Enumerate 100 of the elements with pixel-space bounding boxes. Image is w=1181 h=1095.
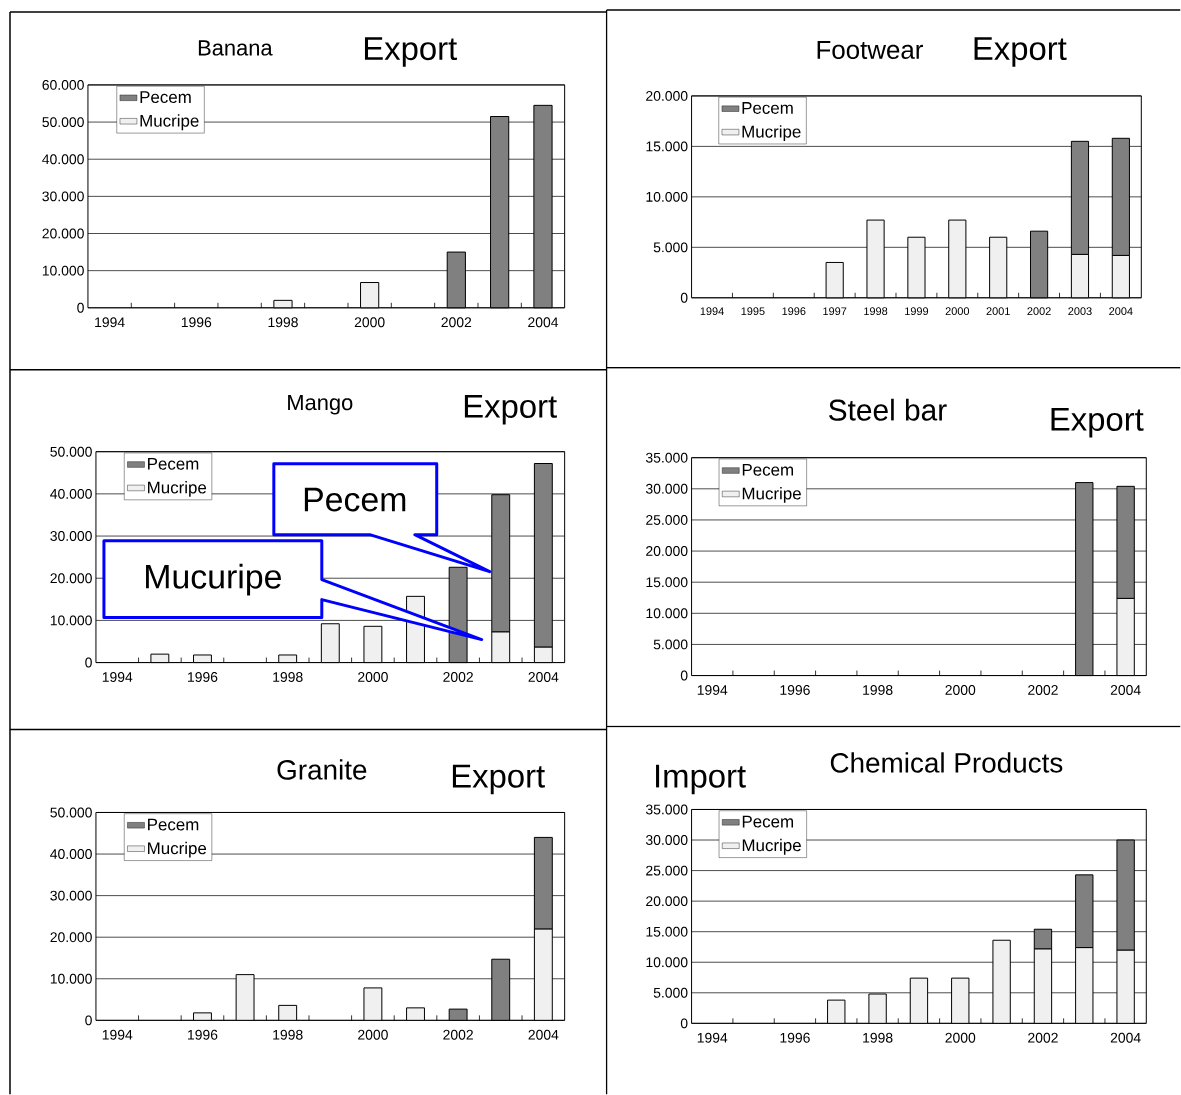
y-tick-label: 60.000 [42, 79, 84, 90]
y-tick-label: 10.000 [646, 191, 688, 202]
y-tick-label: 20.000 [646, 896, 688, 907]
y-tick-label: 30.000 [42, 191, 84, 202]
chart-title: Steel bar [829, 398, 947, 421]
annotation: Pecem [304, 487, 406, 512]
x-tick-label: 1998 [863, 685, 893, 695]
x-tick-label: 1994 [697, 1032, 728, 1043]
chart-subtitle: Export [364, 37, 457, 67]
x-tick-label: 2002 [1028, 685, 1058, 695]
y-tick-label: 10.000 [42, 265, 84, 276]
legend-label: Pecem [742, 815, 794, 828]
chart-subtitle: Import [656, 764, 746, 795]
x-tick-label: 1998 [863, 1032, 893, 1043]
chart-title: Granite [277, 759, 367, 780]
y-tick-label: 15.000 [646, 926, 688, 937]
x-tick-label: 2001 [986, 307, 1010, 316]
x-tick-label: 1996 [782, 307, 806, 316]
x-tick-label: 2002 [443, 1029, 473, 1040]
x-tick-label: 1998 [273, 672, 303, 682]
x-tick-label: 2004 [528, 672, 559, 682]
x-tick-label: 1998 [273, 1029, 303, 1040]
annotation: Mucuripe [146, 563, 281, 596]
x-tick-label: 2003 [1068, 307, 1092, 316]
y-tick-label: 50.000 [50, 446, 92, 457]
chart-subtitle: Export [974, 37, 1067, 67]
y-tick-label: 30.000 [50, 890, 92, 901]
y-tick-label: 5.000 [653, 242, 688, 253]
x-tick-label: 1995 [741, 307, 765, 316]
legend-label: Pecem [148, 457, 199, 470]
legend-label: Pecem [742, 102, 793, 114]
x-tick-label: 2002 [1028, 1032, 1058, 1043]
x-tick-label: 1994 [95, 317, 125, 328]
y-tick-label: 0 [680, 670, 688, 681]
chart-title: Footwear [817, 40, 923, 59]
legend-label: Mucripe [742, 125, 801, 141]
legend-label: Mucripe [148, 841, 207, 858]
legend-label: Mucripe [148, 481, 207, 497]
legend-label: Pecem [148, 818, 199, 831]
y-tick-label: 0 [85, 657, 92, 668]
y-tick-label: 40.000 [50, 849, 92, 859]
x-tick-label: 1998 [268, 317, 298, 328]
y-tick-label: 20.000 [646, 546, 688, 556]
x-tick-label: 2000 [358, 672, 388, 682]
y-tick-label: 25.000 [646, 865, 688, 876]
y-tick-label: 10.000 [646, 957, 688, 968]
y-tick-label: 40.000 [50, 488, 92, 499]
y-tick-label: 35.000 [645, 452, 688, 463]
chart-subtitle: Export [452, 764, 545, 795]
x-tick-label: 1996 [188, 1029, 218, 1040]
x-tick-label: 2004 [528, 1029, 559, 1040]
x-tick-label: 2000 [945, 307, 970, 316]
chart-subtitle: Export [464, 395, 557, 425]
y-tick-label: 20.000 [50, 573, 92, 584]
y-tick-label: 0 [680, 292, 688, 303]
x-tick-label: 1996 [188, 672, 218, 682]
x-tick-label: 2000 [358, 1029, 388, 1040]
x-tick-label: 1994 [697, 685, 728, 695]
y-tick-label: 0 [680, 1018, 688, 1029]
x-tick-label: 2002 [443, 672, 473, 682]
y-tick-label: 35.000 [645, 804, 688, 815]
x-tick-label: 2002 [1027, 307, 1051, 316]
y-tick-label: 10.000 [50, 615, 92, 626]
y-tick-label: 20.000 [42, 228, 84, 239]
x-tick-label: 2000 [945, 1032, 976, 1043]
y-tick-label: 10.000 [50, 973, 92, 984]
x-tick-label: 2004 [1109, 307, 1133, 316]
y-tick-label: 25.000 [646, 514, 688, 525]
x-tick-label: 1994 [102, 672, 133, 682]
legend-label: Mucripe [742, 838, 801, 855]
chart-title: Mango [288, 394, 353, 415]
x-tick-label: 1994 [102, 1029, 133, 1040]
x-tick-label: 2000 [354, 317, 385, 328]
y-tick-label: 0 [77, 302, 84, 313]
y-tick-label: 30.000 [645, 483, 688, 494]
x-tick-label: 1996 [780, 1032, 810, 1043]
y-tick-label: 20.000 [646, 90, 688, 101]
y-tick-label: 0 [85, 1015, 92, 1026]
chart-title: Chemical Products [830, 752, 1063, 773]
y-tick-label: 20.000 [50, 932, 92, 943]
y-tick-label: 50.000 [42, 117, 84, 127]
legend-label: Pecem [140, 91, 191, 104]
y-tick-label: 15.000 [646, 577, 688, 588]
y-tick-label: 50.000 [50, 807, 92, 818]
chart-title: Banana [198, 40, 273, 56]
x-tick-label: 1994 [700, 307, 724, 316]
x-tick-label: 2004 [528, 317, 559, 328]
chart-subtitle: Export [1051, 407, 1144, 438]
y-tick-label: 30.000 [645, 835, 688, 845]
x-tick-label: 1999 [905, 307, 929, 316]
legend-label: Mucripe [742, 487, 801, 503]
x-tick-label: 1997 [823, 307, 847, 316]
y-tick-label: 5.000 [653, 987, 688, 998]
y-tick-label: 15.000 [646, 141, 688, 152]
y-tick-label: 10.000 [646, 608, 688, 619]
y-tick-label: 30.000 [50, 531, 92, 541]
x-tick-label: 2002 [441, 317, 472, 328]
x-tick-label: 1996 [780, 685, 810, 695]
legend-label: Pecem [742, 463, 794, 476]
x-tick-label: 2004 [1110, 1032, 1141, 1043]
